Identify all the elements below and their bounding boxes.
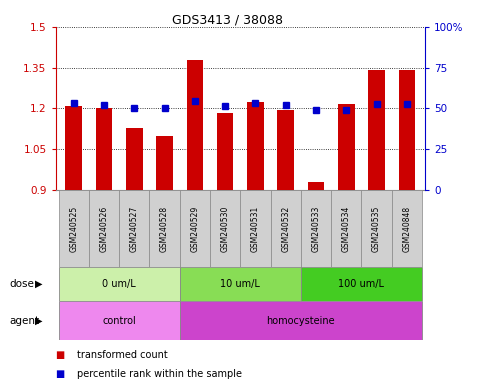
Bar bbox=[392, 190, 422, 267]
Text: dose: dose bbox=[10, 279, 35, 289]
Text: GSM240534: GSM240534 bbox=[342, 205, 351, 252]
Bar bbox=[338, 104, 355, 190]
Bar bbox=[301, 267, 422, 301]
Bar bbox=[398, 70, 415, 190]
Bar bbox=[277, 110, 294, 190]
Text: 10 um/L: 10 um/L bbox=[220, 279, 260, 289]
Bar bbox=[270, 190, 301, 267]
Text: ▶: ▶ bbox=[35, 279, 43, 289]
Bar bbox=[156, 136, 173, 190]
Text: GSM240530: GSM240530 bbox=[221, 205, 229, 252]
Bar bbox=[241, 190, 270, 267]
Text: GSM240535: GSM240535 bbox=[372, 205, 381, 252]
Text: agent: agent bbox=[10, 316, 40, 326]
Bar bbox=[361, 190, 392, 267]
Bar bbox=[210, 190, 241, 267]
Bar bbox=[217, 113, 233, 190]
Text: ▶: ▶ bbox=[35, 316, 43, 326]
Bar bbox=[180, 301, 422, 340]
Text: GSM240526: GSM240526 bbox=[99, 205, 109, 252]
Text: GSM240528: GSM240528 bbox=[160, 205, 169, 252]
Text: GSM240533: GSM240533 bbox=[312, 205, 321, 252]
Bar bbox=[247, 102, 264, 190]
Text: ■: ■ bbox=[56, 369, 65, 379]
Bar bbox=[89, 190, 119, 267]
Bar bbox=[368, 70, 385, 190]
Text: percentile rank within the sample: percentile rank within the sample bbox=[77, 369, 242, 379]
Text: GSM240525: GSM240525 bbox=[69, 205, 78, 252]
Bar bbox=[308, 182, 325, 190]
Text: GSM240527: GSM240527 bbox=[130, 205, 139, 252]
Text: ■: ■ bbox=[56, 350, 65, 360]
Bar bbox=[65, 106, 82, 190]
Text: GSM240529: GSM240529 bbox=[190, 205, 199, 252]
Bar bbox=[301, 190, 331, 267]
Bar bbox=[119, 190, 149, 267]
Bar bbox=[126, 127, 142, 190]
Bar bbox=[96, 108, 113, 190]
Bar bbox=[149, 190, 180, 267]
Text: homocysteine: homocysteine bbox=[267, 316, 335, 326]
Text: control: control bbox=[102, 316, 136, 326]
Text: GSM240531: GSM240531 bbox=[251, 205, 260, 252]
Bar bbox=[58, 301, 180, 340]
Text: GDS3413 / 38088: GDS3413 / 38088 bbox=[171, 13, 283, 26]
Text: GSM240848: GSM240848 bbox=[402, 205, 412, 252]
Bar bbox=[186, 60, 203, 190]
Bar bbox=[331, 190, 361, 267]
Text: 100 um/L: 100 um/L bbox=[339, 279, 384, 289]
Bar bbox=[58, 267, 180, 301]
Text: 0 um/L: 0 um/L bbox=[102, 279, 136, 289]
Bar bbox=[180, 190, 210, 267]
Text: GSM240532: GSM240532 bbox=[281, 205, 290, 252]
Text: transformed count: transformed count bbox=[77, 350, 168, 360]
Bar bbox=[58, 190, 89, 267]
Bar bbox=[180, 267, 301, 301]
